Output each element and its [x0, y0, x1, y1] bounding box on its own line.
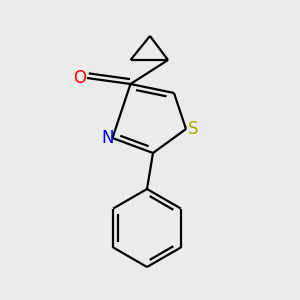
Text: O: O: [73, 69, 86, 87]
Text: N: N: [102, 129, 114, 147]
Text: S: S: [188, 120, 199, 138]
